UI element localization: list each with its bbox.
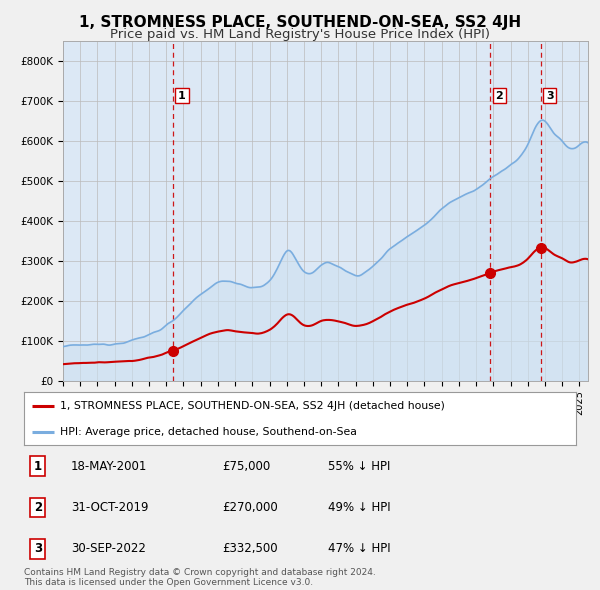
Text: 47% ↓ HPI: 47% ↓ HPI <box>328 542 390 555</box>
Text: 31-OCT-2019: 31-OCT-2019 <box>71 501 148 514</box>
Text: 30-SEP-2022: 30-SEP-2022 <box>71 542 146 555</box>
Text: 2: 2 <box>34 501 42 514</box>
Text: Price paid vs. HM Land Registry's House Price Index (HPI): Price paid vs. HM Land Registry's House … <box>110 28 490 41</box>
Text: £75,000: £75,000 <box>223 460 271 473</box>
Text: 3: 3 <box>546 91 553 100</box>
Text: 55% ↓ HPI: 55% ↓ HPI <box>328 460 390 473</box>
Text: 18-MAY-2001: 18-MAY-2001 <box>71 460 147 473</box>
Text: 1, STROMNESS PLACE, SOUTHEND-ON-SEA, SS2 4JH: 1, STROMNESS PLACE, SOUTHEND-ON-SEA, SS2… <box>79 15 521 30</box>
Text: 49% ↓ HPI: 49% ↓ HPI <box>328 501 390 514</box>
Text: £270,000: £270,000 <box>223 501 278 514</box>
Text: 1: 1 <box>34 460 42 473</box>
Text: £332,500: £332,500 <box>223 542 278 555</box>
Text: 1, STROMNESS PLACE, SOUTHEND-ON-SEA, SS2 4JH (detached house): 1, STROMNESS PLACE, SOUTHEND-ON-SEA, SS2… <box>60 401 445 411</box>
Text: 1: 1 <box>178 91 186 100</box>
Text: Contains HM Land Registry data © Crown copyright and database right 2024.
This d: Contains HM Land Registry data © Crown c… <box>24 568 376 587</box>
Text: HPI: Average price, detached house, Southend-on-Sea: HPI: Average price, detached house, Sout… <box>60 427 357 437</box>
Text: 2: 2 <box>496 91 503 100</box>
Text: 3: 3 <box>34 542 42 555</box>
